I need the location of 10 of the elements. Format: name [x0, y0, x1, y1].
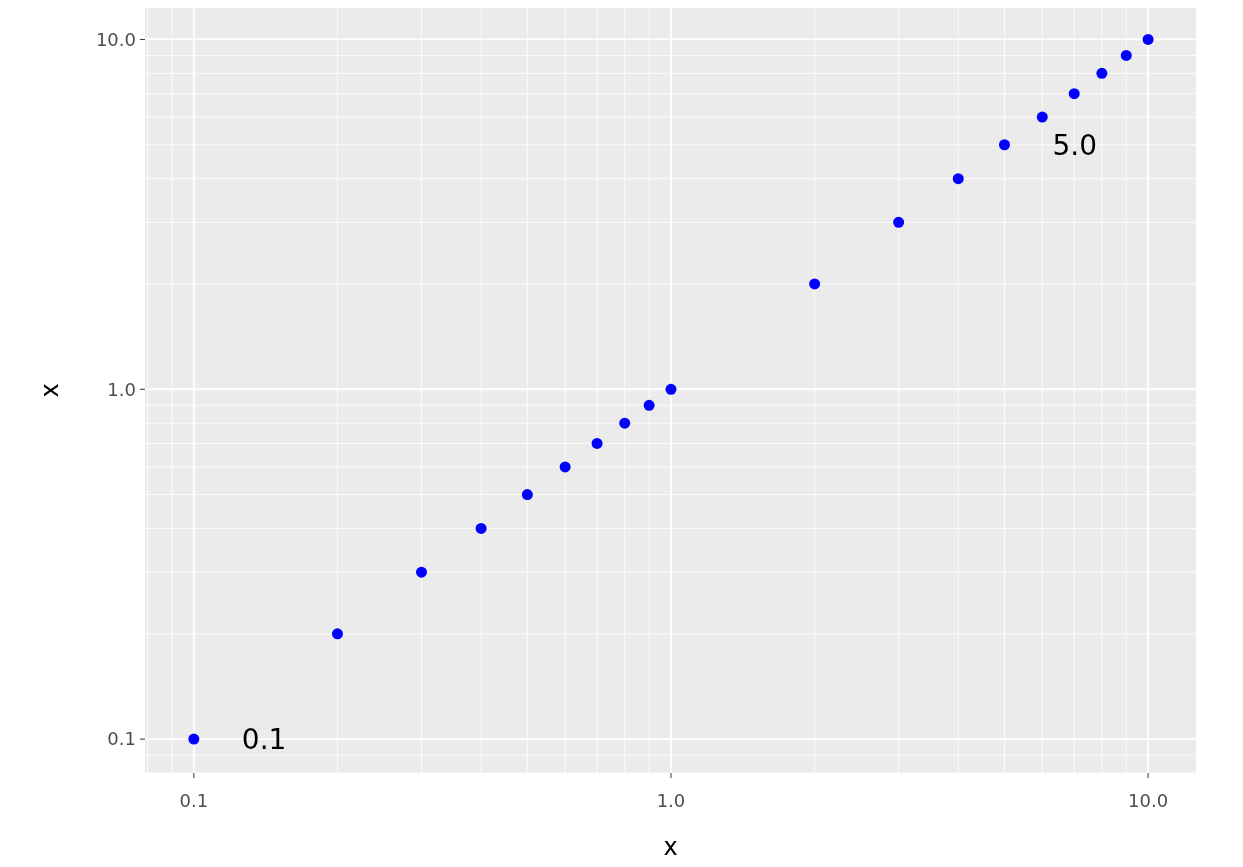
y-tick-label: 1.0 [107, 378, 136, 400]
annotation: 5.0 [1052, 128, 1098, 162]
x-tick-label: 10.0 [1128, 790, 1169, 811]
x-axis-title: x [663, 833, 678, 861]
annotation: 0.1 [241, 722, 287, 756]
x-tick-label: 1.0 [656, 790, 686, 811]
x-tick-label: 0.1 [179, 790, 209, 811]
y-tick-label: 0.1 [107, 728, 136, 750]
y-tick-label: 10.0 [95, 28, 136, 50]
y-axis-title: x [36, 383, 64, 398]
